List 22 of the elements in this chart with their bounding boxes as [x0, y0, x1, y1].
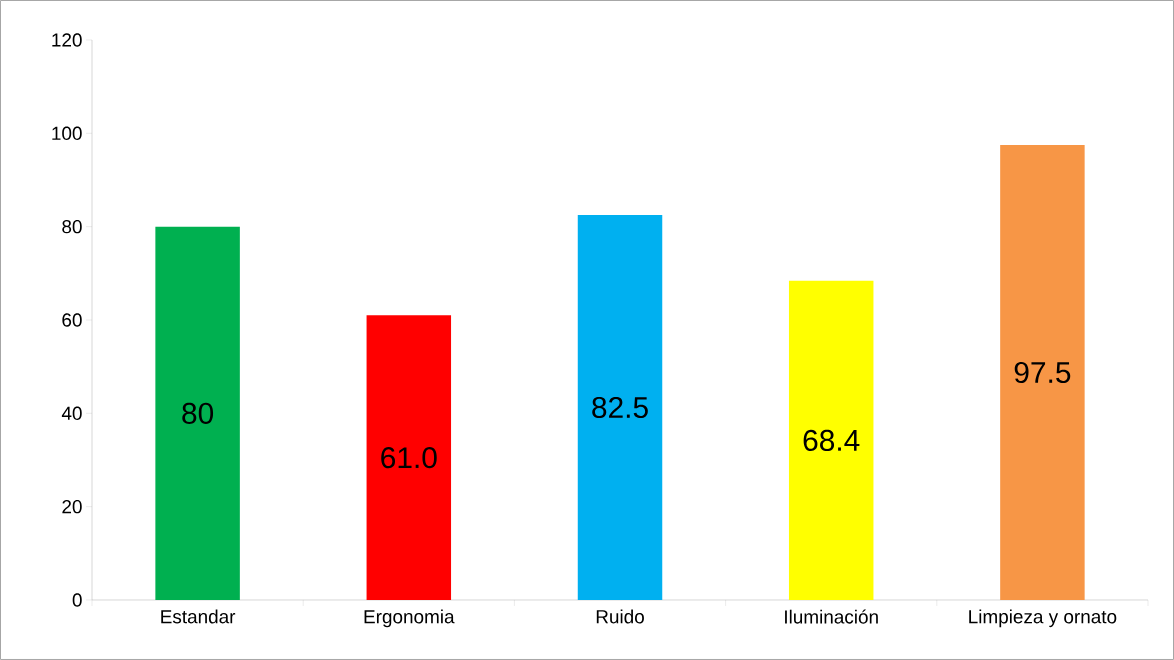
x-tick-label: Iluminación	[785, 609, 878, 624]
data-label: 68.4	[803, 429, 860, 451]
y-tick-label: 0	[72, 593, 82, 607]
data-label: 97.5	[1014, 361, 1071, 384]
y-tick-label: 120	[52, 33, 82, 47]
y-tick-label: 60	[62, 313, 82, 327]
y-tick-label: 100	[52, 126, 82, 141]
x-tick-label: Estandar	[161, 609, 236, 624]
x-tick-label: Limpieza y ornato	[969, 609, 1117, 628]
bar	[577, 214, 663, 600]
bar	[1000, 144, 1085, 600]
data-label: 61.0	[381, 447, 437, 469]
data-label: 80	[182, 402, 214, 424]
y-tick-label: 20	[62, 499, 82, 514]
y-tick-label: 80	[62, 219, 82, 234]
data-label: 82.5	[592, 396, 648, 419]
x-tick-label: Ruido	[596, 609, 644, 624]
bar	[788, 280, 874, 600]
x-tick-label: Ergonomia	[364, 609, 455, 628]
bar	[155, 226, 240, 600]
bar	[366, 315, 452, 600]
y-tick-label: 40	[61, 406, 82, 421]
